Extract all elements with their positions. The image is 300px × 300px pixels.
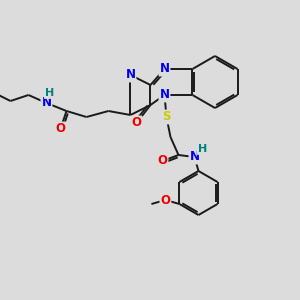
Text: O: O	[158, 154, 167, 167]
Text: N: N	[125, 68, 136, 82]
Text: O: O	[56, 122, 65, 136]
Text: O: O	[160, 194, 170, 206]
Text: N: N	[41, 97, 52, 110]
Text: S: S	[162, 110, 171, 124]
Text: N: N	[160, 62, 170, 76]
Text: H: H	[198, 144, 207, 154]
Text: N: N	[160, 88, 170, 101]
Text: O: O	[131, 116, 142, 130]
Text: N: N	[190, 151, 200, 164]
Text: H: H	[45, 88, 54, 98]
